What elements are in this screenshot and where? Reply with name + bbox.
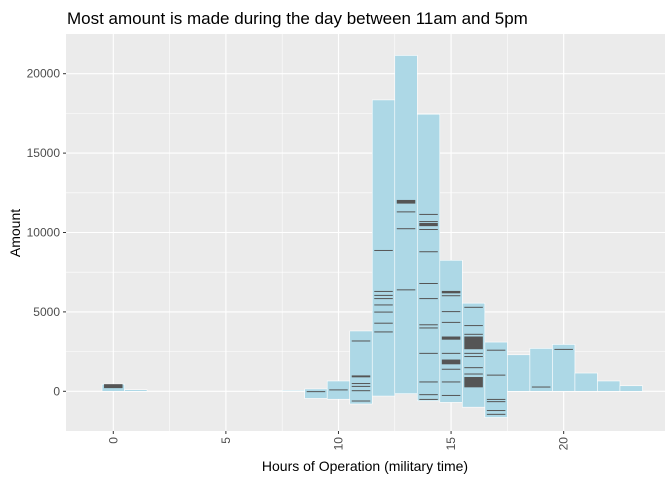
bar-segment bbox=[351, 400, 371, 402]
bar-segment bbox=[374, 249, 393, 251]
bar-segment bbox=[419, 282, 438, 284]
bar-segment bbox=[441, 336, 461, 340]
bar-segment bbox=[419, 221, 438, 223]
bar-hour-20 bbox=[552, 344, 576, 392]
bar-segment bbox=[441, 368, 461, 370]
bar-hour-14 bbox=[416, 113, 441, 402]
bar-segment bbox=[396, 199, 416, 204]
bar-hour-7 bbox=[259, 390, 283, 392]
y-tick-label: 10000 bbox=[27, 226, 61, 240]
bar-segment bbox=[464, 325, 483, 327]
bar-segment bbox=[104, 384, 123, 389]
bar-segment bbox=[486, 374, 506, 376]
y-tick-label: 15000 bbox=[27, 146, 61, 160]
bar-segment bbox=[419, 229, 438, 231]
bar-hour-21 bbox=[574, 372, 598, 392]
bar-segment bbox=[419, 394, 438, 396]
bar-segment bbox=[351, 383, 371, 385]
bar-hour-22 bbox=[597, 380, 621, 392]
bar-segment bbox=[486, 410, 506, 412]
y-tick-label: 20000 bbox=[27, 67, 61, 81]
bar-segment bbox=[419, 298, 438, 300]
bar-segment bbox=[464, 336, 483, 350]
bar-segment bbox=[396, 228, 416, 230]
bar-hour-16 bbox=[462, 302, 486, 408]
x-tick-label: 5 bbox=[219, 437, 233, 444]
bar-segment bbox=[374, 298, 393, 300]
bar-segment bbox=[374, 331, 393, 333]
bar-segment bbox=[554, 348, 573, 350]
x-tick-label: 15 bbox=[444, 437, 458, 451]
x-tick-label: 0 bbox=[106, 437, 120, 444]
y-tick-label: 5000 bbox=[33, 305, 60, 319]
bars-layer bbox=[101, 55, 643, 418]
chart-title: Most amount is made during the day betwe… bbox=[67, 9, 528, 28]
y-axis-label: Amount bbox=[7, 209, 23, 257]
bar-segment bbox=[441, 381, 461, 383]
bar-segment bbox=[464, 356, 483, 358]
bar-segment bbox=[486, 401, 506, 403]
bar-segment bbox=[419, 213, 438, 215]
x-tick-label: 10 bbox=[331, 437, 345, 451]
bar-hour-13 bbox=[394, 55, 418, 394]
bar-segment bbox=[374, 322, 393, 324]
bar-segment bbox=[441, 311, 461, 313]
bar-segment bbox=[441, 295, 461, 297]
x-axis-label: Hours of Operation (military time) bbox=[262, 458, 468, 474]
bar-segment bbox=[396, 289, 416, 291]
bar-segment bbox=[374, 294, 393, 296]
bar-hour-19 bbox=[529, 348, 553, 392]
bar-segment bbox=[441, 359, 461, 365]
bar-segment bbox=[441, 290, 461, 294]
bar-segment bbox=[441, 394, 461, 396]
x-tick-label: 20 bbox=[557, 437, 571, 451]
bar-segment bbox=[351, 340, 371, 342]
bar-hour-23 bbox=[619, 385, 643, 392]
bar-segment bbox=[419, 222, 438, 227]
bar-segment bbox=[374, 304, 393, 306]
bar-segment bbox=[464, 367, 483, 369]
bar-hour-1 bbox=[124, 389, 148, 392]
bar-segment bbox=[464, 352, 483, 354]
bar-segment bbox=[374, 311, 393, 313]
bar-segment bbox=[441, 321, 461, 323]
bar-hour-12 bbox=[371, 99, 396, 397]
bar-segment bbox=[419, 398, 438, 400]
y-tick-label: 0 bbox=[53, 384, 60, 398]
bar-segment bbox=[374, 290, 393, 292]
bar-segment bbox=[329, 389, 348, 391]
bar-segment bbox=[419, 324, 438, 326]
bar-segment bbox=[419, 327, 438, 329]
bar-hour-8 bbox=[281, 390, 305, 392]
bar-segment bbox=[419, 381, 438, 383]
bar-segment bbox=[464, 373, 483, 375]
bar-hour-9 bbox=[304, 388, 328, 399]
bar-segment bbox=[351, 385, 371, 387]
axes-layer: 0 5000 10000 15000 20000 0 5 10 15 20 bbox=[27, 67, 571, 451]
bar-hour-15 bbox=[439, 259, 463, 403]
bar-segment bbox=[464, 306, 483, 308]
bar-segment bbox=[486, 349, 506, 351]
bar-segment bbox=[419, 251, 438, 253]
bar-segment bbox=[531, 386, 551, 388]
bar-hour-18 bbox=[507, 354, 531, 392]
bar-segment bbox=[419, 352, 438, 354]
bar-segment bbox=[486, 398, 506, 400]
bar-segment bbox=[351, 390, 371, 392]
bar-segment bbox=[396, 211, 416, 213]
bar-hour-17 bbox=[484, 341, 508, 418]
bar-segment bbox=[306, 391, 326, 393]
bar-segment bbox=[486, 413, 506, 415]
bar-hour-11 bbox=[349, 330, 373, 405]
bar-segment bbox=[464, 377, 483, 388]
bar-segment bbox=[441, 352, 461, 354]
bar-segment bbox=[464, 333, 483, 335]
bar-segment bbox=[351, 375, 371, 378]
